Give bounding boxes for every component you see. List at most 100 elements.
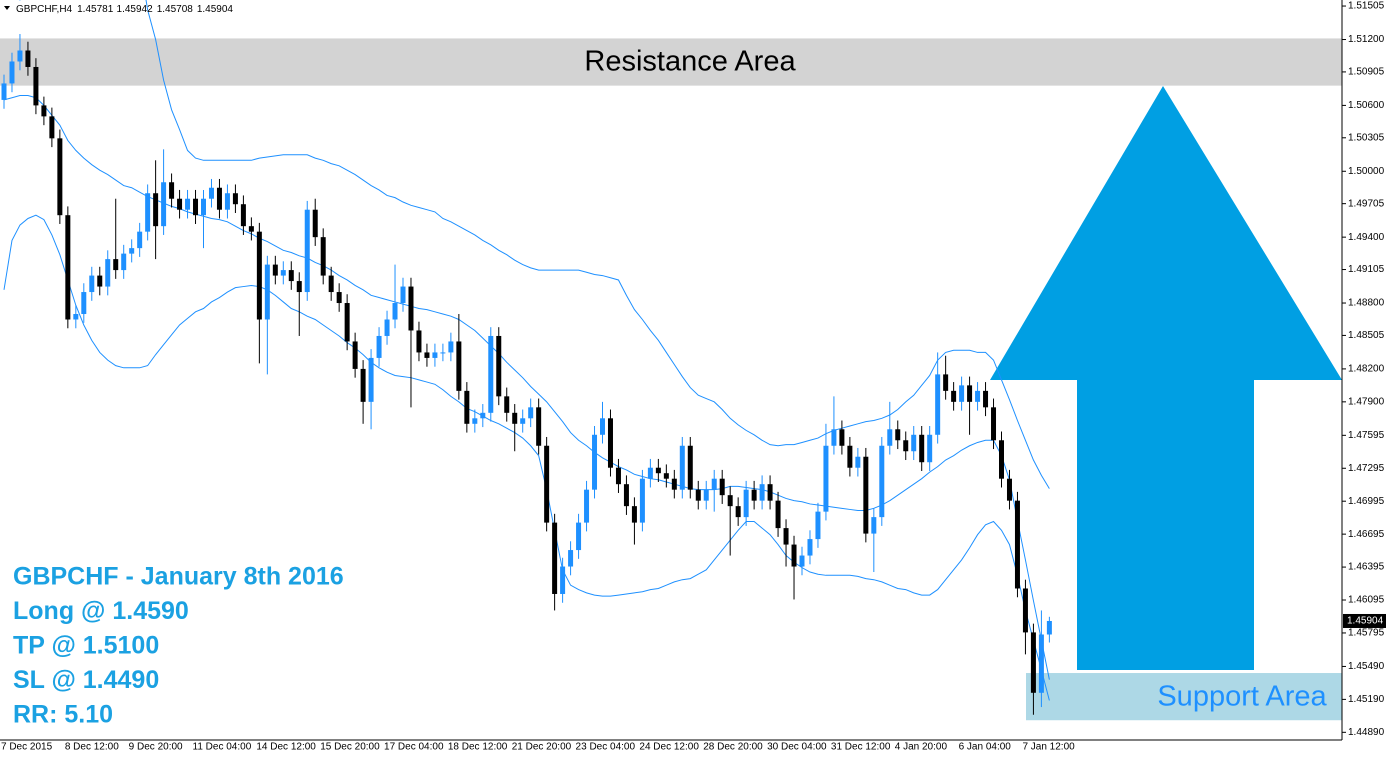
candle-body [983,390,989,408]
bollinger-band [19,0,1050,489]
x-tick-label: 7 Dec 2015 [1,742,53,753]
header-marker [4,6,10,10]
y-tick-label: 1.46095 [1348,595,1385,606]
candle-body [312,209,318,238]
y-tick-label: 1.46695 [1348,529,1385,540]
candle-body [248,226,254,232]
x-tick-label: 15 Dec 20:00 [320,742,380,753]
candle-body [177,198,183,210]
candle-body [839,429,845,446]
candle-body [280,270,286,276]
note: GBPCHF - January 8th 2016 [13,563,344,591]
candle-body [863,456,869,534]
candle-body [105,259,111,287]
candle-body [424,352,430,358]
candle-body [97,275,103,287]
candle-body [903,440,909,452]
y-tick-label: 1.51505 [1348,1,1385,12]
candle-body [113,259,119,271]
candle-body [264,264,270,320]
candle-body [288,270,294,282]
candle-body [336,292,342,304]
candle-body [360,368,366,402]
candle-body [121,253,127,271]
candle-body [727,495,733,507]
zone [1026,673,1342,721]
candle-body [647,467,653,479]
candle-body [799,555,805,567]
header-high: 1.45942 [117,4,154,15]
candle-body [73,314,79,320]
candle-body [201,198,206,216]
y-tick-label: 1.50305 [1348,132,1385,143]
candle-body [145,193,151,232]
x-tick-label: 28 Dec 20:00 [703,742,763,753]
candle-body [344,303,350,342]
candle-body [193,198,199,216]
candle-body [304,209,310,293]
x-tick-label: 18 Dec 12:00 [448,742,508,753]
candle-body [320,237,326,276]
candle-body [488,335,494,413]
candle-body [951,390,957,402]
candle-body [129,248,135,254]
y-tick-label: 1.45795 [1348,628,1385,639]
candle-body [17,50,23,62]
candle-body [496,335,502,397]
candle-body [600,418,605,435]
x-tick-label: 11 Dec 04:00 [193,742,252,753]
candle-body [185,198,191,210]
candle-body [959,385,965,402]
candle-body [232,193,238,205]
candle-body [1014,500,1020,589]
zone [0,38,1342,86]
current-price-label: 1.45904 [1347,616,1384,627]
candle-body [472,418,478,424]
y-tick-label: 1.51200 [1348,34,1385,45]
note: TP @ 1.5100 [13,632,159,660]
x-tick-label: 30 Dec 04:00 [767,742,827,753]
candle-body [791,544,797,567]
candle-body [25,50,31,67]
notes: GBPCHF - January 8th 2016 Long @ 1.4590 TP… [13,563,344,729]
candle-body [895,429,901,441]
y-tick-label: 1.47295 [1348,463,1385,474]
x-tick-label: 6 Jan 04:00 [959,742,1012,753]
candle-body [57,138,63,216]
header-close: 1.45904 [197,4,234,15]
x-tick-label: 17 Dec 04:00 [384,742,444,753]
y-tick-label: 1.47900 [1348,396,1385,407]
x-tick-label: 8 Dec 12:00 [65,742,119,753]
candle-body [81,292,87,315]
candle-body [735,506,741,518]
candle-body [623,484,629,507]
x-tick-label: 23 Dec 04:00 [576,742,636,753]
candle-body [256,231,262,320]
y-tick-label: 1.44890 [1348,727,1385,738]
candle-body [703,489,709,501]
y-tick-label: 1.48200 [1348,364,1385,375]
candle-body [975,390,981,402]
zone-label: Support Area [1157,680,1327,712]
candle-body [216,187,222,210]
candle-body [296,281,302,293]
candle-body [663,473,669,479]
candle-body [456,341,462,391]
candle-body [991,407,997,441]
candle-body [568,550,574,567]
candle-body [823,445,829,512]
candle-body [1006,478,1012,501]
candle-body [272,264,278,276]
candle-body [504,396,510,413]
candle-body [743,489,749,518]
candle-body [719,478,725,496]
candle-body [911,434,917,452]
x-tick-label: 7 Jan 12:00 [1022,742,1075,753]
candle-body [448,341,454,353]
y-tick-label: 1.50600 [1348,100,1385,111]
candle-body [536,407,542,446]
candle-body [33,66,39,106]
candle-body [999,440,1004,479]
candle-body [408,286,414,331]
up-arrow [990,86,1342,670]
